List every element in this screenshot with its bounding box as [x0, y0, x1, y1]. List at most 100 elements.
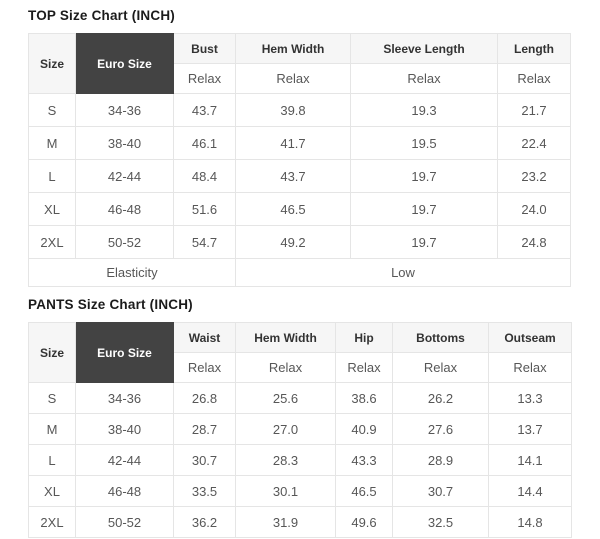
value-cell: 19.7	[350, 192, 498, 226]
fit-type-cell: Relax	[235, 352, 336, 383]
pants-size-chart-section: PANTS Size Chart (INCH) Size Euro Size W…	[28, 297, 572, 538]
euro-size-cell: 38-40	[75, 413, 174, 445]
euro-size-cell: 34-36	[75, 93, 174, 127]
column-header-sleeve-length: Sleeve Length	[350, 33, 498, 64]
value-cell: 30.7	[173, 444, 236, 476]
fit-row: Relax Relax Relax Relax Relax	[29, 352, 572, 383]
value-cell: 54.7	[173, 225, 236, 259]
value-cell: 43.7	[235, 159, 351, 193]
value-cell: 27.0	[235, 413, 336, 445]
top-chart-title: TOP Size Chart (INCH)	[28, 8, 175, 23]
pants-size-table: Size Euro Size Waist Hem Width Hip Botto…	[28, 322, 572, 538]
value-cell: 28.7	[173, 413, 236, 445]
fit-type-cell: Relax	[173, 63, 236, 94]
euro-size-cell: 42-44	[75, 444, 174, 476]
column-header-hem-width: Hem Width	[235, 322, 336, 353]
value-cell: 27.6	[392, 413, 489, 445]
value-cell: 41.7	[235, 126, 351, 160]
size-cell: M	[28, 126, 76, 160]
value-cell: 26.2	[392, 382, 489, 414]
value-cell: 14.8	[488, 506, 572, 538]
size-cell: XL	[28, 192, 76, 226]
value-cell: 46.5	[235, 192, 351, 226]
value-cell: 19.7	[350, 225, 498, 259]
fit-type-cell: Relax	[488, 352, 572, 383]
value-cell: 22.4	[497, 126, 571, 160]
fit-row: Relax Relax Relax Relax	[29, 63, 571, 94]
value-cell: 36.2	[173, 506, 236, 538]
header-row: Size Euro Size Waist Hem Width Hip Botto…	[28, 322, 572, 383]
value-cell: 24.0	[497, 192, 571, 226]
value-cell: 19.5	[350, 126, 498, 160]
column-header-hem-width: Hem Width	[235, 33, 351, 64]
value-cell: 48.4	[173, 159, 236, 193]
column-header-size: Size	[28, 33, 76, 94]
size-cell: L	[28, 444, 76, 476]
value-cell: 43.3	[335, 444, 393, 476]
table-row-l: L 42-44 48.4 43.7 19.7 23.2	[28, 159, 571, 193]
value-cell: 19.3	[350, 93, 498, 127]
pants-chart-title: PANTS Size Chart (INCH)	[28, 297, 193, 312]
fit-type-cell: Relax	[173, 352, 236, 383]
fit-type-cell: Relax	[335, 352, 393, 383]
size-cell: S	[28, 382, 76, 414]
column-header-bust: Bust	[173, 33, 236, 64]
table-row-m: M 38-40 28.7 27.0 40.9 27.6 13.7	[28, 413, 572, 445]
table-row-s: S 34-36 26.8 25.6 38.6 26.2 13.3	[28, 382, 572, 414]
header-row: Size Euro Size Bust Hem Width Sleeve Len…	[28, 33, 571, 94]
value-cell: 24.8	[497, 225, 571, 259]
value-cell: 28.9	[392, 444, 489, 476]
value-cell: 23.2	[497, 159, 571, 193]
value-cell: 33.5	[173, 475, 236, 507]
value-cell: 25.6	[235, 382, 336, 414]
size-cell: 2XL	[28, 506, 76, 538]
column-header-hip: Hip	[335, 322, 393, 353]
euro-size-cell: 50-52	[75, 225, 174, 259]
column-header-bottoms: Bottoms	[392, 322, 489, 353]
size-cell: 2XL	[28, 225, 76, 259]
value-cell: 28.3	[235, 444, 336, 476]
column-header-length: Length	[497, 33, 571, 64]
fit-type-cell: Relax	[235, 63, 351, 94]
value-cell: 46.1	[173, 126, 236, 160]
elasticity-value-cell: Low	[235, 258, 571, 287]
table-row-xl: XL 46-48 33.5 30.1 46.5 30.7 14.4	[28, 475, 572, 507]
size-cell: S	[28, 93, 76, 127]
fit-type-cell: Relax	[350, 63, 498, 94]
size-cell: L	[28, 159, 76, 193]
table-row-2xl: 2XL 50-52 54.7 49.2 19.7 24.8	[28, 225, 571, 259]
value-cell: 49.6	[335, 506, 393, 538]
value-cell: 39.8	[235, 93, 351, 127]
value-cell: 31.9	[235, 506, 336, 538]
value-cell: 14.1	[488, 444, 572, 476]
size-cell: M	[28, 413, 76, 445]
value-cell: 51.6	[173, 192, 236, 226]
value-cell: 26.8	[173, 382, 236, 414]
table-row-2xl: 2XL 50-52 36.2 31.9 49.6 32.5 14.8	[28, 506, 572, 538]
top-size-chart-section: TOP Size Chart (INCH) Size Euro Size Bus…	[28, 8, 572, 287]
euro-size-cell: 42-44	[75, 159, 174, 193]
euro-size-cell: 46-48	[75, 475, 174, 507]
value-cell: 49.2	[235, 225, 351, 259]
table-row-l: L 42-44 30.7 28.3 43.3 28.9 14.1	[28, 444, 572, 476]
value-cell: 38.6	[335, 382, 393, 414]
elasticity-label-cell: Elasticity	[28, 258, 236, 287]
value-cell: 32.5	[392, 506, 489, 538]
value-cell: 14.4	[488, 475, 572, 507]
value-cell: 13.7	[488, 413, 572, 445]
euro-size-cell: 34-36	[75, 382, 174, 414]
euro-size-cell: 38-40	[75, 126, 174, 160]
value-cell: 19.7	[350, 159, 498, 193]
value-cell: 46.5	[335, 475, 393, 507]
value-cell: 43.7	[173, 93, 236, 127]
fit-type-cell: Relax	[497, 63, 571, 94]
size-cell: XL	[28, 475, 76, 507]
value-cell: 40.9	[335, 413, 393, 445]
column-header-outseam: Outseam	[488, 322, 572, 353]
column-header-euro-size: Euro Size	[75, 322, 174, 383]
top-size-table: Size Euro Size Bust Hem Width Sleeve Len…	[28, 33, 571, 287]
value-cell: 30.7	[392, 475, 489, 507]
value-cell: 30.1	[235, 475, 336, 507]
table-row-m: M 38-40 46.1 41.7 19.5 22.4	[28, 126, 571, 160]
